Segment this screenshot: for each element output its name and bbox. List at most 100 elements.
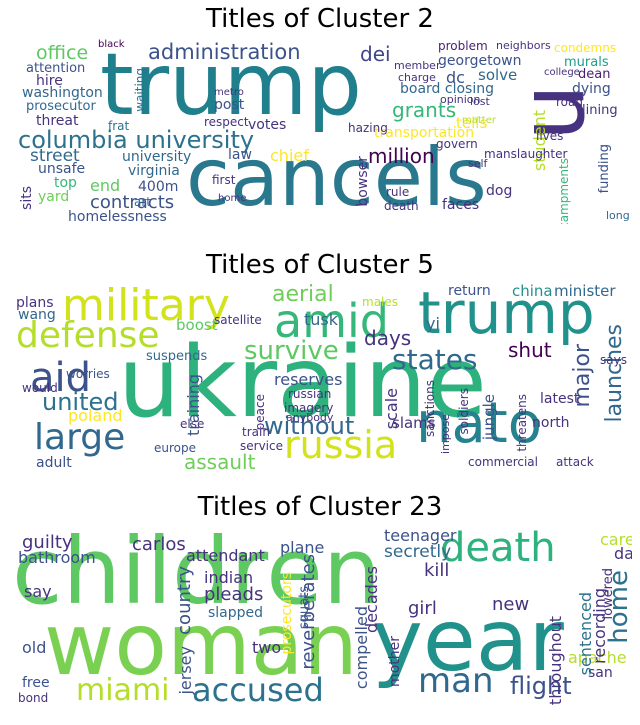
word-carlos: carlos — [132, 534, 186, 555]
word-charge: charge — [398, 71, 436, 84]
word-reserves: reserves — [274, 370, 343, 389]
word-hire: hire — [36, 73, 63, 89]
word-respect: respect — [204, 115, 249, 129]
word-else: else — [180, 417, 205, 431]
word-aerial: aerial — [272, 284, 334, 307]
word-self: self — [468, 157, 488, 170]
word-murals: murals — [564, 55, 609, 70]
word-columbia-university: columbia university — [18, 126, 255, 154]
word-teenager: teenager — [384, 526, 457, 545]
word-400m: 400m — [138, 179, 179, 195]
word-threatens: threatens — [515, 394, 529, 452]
word-yi: yi — [426, 314, 440, 333]
word-prosecutor: prosecutor — [26, 99, 96, 114]
word-kill: kill — [424, 560, 450, 581]
word-georgetown: georgetown — [438, 53, 522, 69]
word-tells: tells — [456, 114, 488, 132]
word-yard: yard — [38, 189, 70, 205]
word-tusk: tusk — [304, 310, 339, 329]
word-top: top — [54, 175, 77, 191]
word-neighbors: neighbors — [496, 39, 551, 52]
word-votes: votes — [248, 117, 287, 133]
word-unsafe: unsafe — [38, 161, 86, 177]
word-contracts: contracts — [90, 192, 175, 213]
word-russia: russia — [284, 423, 398, 467]
word-defense: defense — [16, 315, 160, 356]
word-say: say — [24, 582, 52, 601]
word-united: united — [42, 388, 119, 416]
word-slams: slams — [392, 414, 436, 432]
word-man: man — [418, 661, 494, 701]
word-rule: rule — [386, 185, 410, 199]
word-wang: wang — [18, 307, 56, 323]
word-death: death — [384, 199, 419, 213]
word-manslaughter: manslaughter — [484, 147, 568, 161]
word-art: art — [134, 195, 151, 209]
word-problem: problem — [438, 39, 488, 53]
word-imagery: imagery — [284, 401, 334, 415]
word-peace: peace — [253, 394, 267, 431]
word-new: new — [492, 594, 530, 615]
word-long: long — [606, 209, 630, 222]
word-condemns: condemns — [554, 41, 617, 55]
cluster-2-wordcloud: trump cancels u columbia university administ… — [8, 38, 632, 224]
word-survive: survive — [244, 336, 339, 366]
word-woman: woman — [44, 595, 358, 695]
word-washington: washington — [22, 85, 103, 101]
word-san: san — [588, 665, 613, 681]
word-service: service — [240, 439, 283, 453]
cluster-5-title: Titles of Cluster 5 — [206, 250, 434, 280]
word-funding: funding — [597, 144, 612, 194]
word-threat: threat — [36, 113, 79, 129]
word-accused: accused — [192, 671, 324, 709]
word-says: says — [600, 353, 627, 367]
word-military: military — [62, 284, 230, 331]
word-latest: latest — [540, 391, 580, 407]
word-return: return — [448, 284, 491, 299]
word-trump: trump — [418, 284, 595, 347]
word-office: office — [36, 42, 89, 64]
word-europe: europe — [154, 441, 196, 455]
cluster-2-title: Titles of Cluster 2 — [206, 4, 434, 34]
word-slapped: slapped — [208, 605, 264, 621]
word-home: home — [218, 193, 247, 204]
word-end: end — [90, 176, 121, 195]
word-shut: shut — [508, 338, 552, 362]
word-satellite: satellite — [214, 313, 262, 327]
word-train: train — [242, 425, 270, 439]
word-plane: plane — [280, 538, 325, 557]
word-frat: frat — [108, 119, 130, 133]
word-encampments: encampments — [557, 158, 571, 224]
word-million: million — [368, 144, 435, 168]
word-care: care — [600, 530, 632, 549]
word-minister: minister — [554, 284, 616, 300]
word-boost: boost — [176, 316, 218, 334]
word-anybody: anybody — [286, 411, 334, 424]
word-transportation: transportation — [374, 125, 475, 141]
word-suspends: suspends — [146, 349, 208, 364]
word-free: free — [22, 675, 50, 691]
word-impose: impose — [439, 414, 452, 454]
word-nato: nato — [416, 391, 543, 456]
word-bathroom: bathroom — [18, 548, 96, 567]
word-lives: lives — [536, 129, 564, 143]
word-year: year — [372, 591, 564, 691]
word-lowered: lowered — [601, 568, 616, 620]
word-old: old — [22, 638, 47, 657]
word-attendant: attendant — [186, 546, 265, 565]
word-soldiers: soldiers — [457, 388, 471, 435]
word-flight: flight — [510, 672, 572, 700]
word-miami: miami — [76, 673, 170, 708]
word-chief: chief — [270, 146, 309, 165]
cluster-23-title: Titles of Cluster 23 — [197, 492, 443, 522]
cluster-23-wordcloud: children woman year death man accused miami hom… — [8, 526, 632, 714]
word-dean: dean — [578, 67, 611, 82]
word-throughout: throughout — [546, 616, 565, 706]
word-china: china — [512, 284, 553, 300]
word-guilty: guilty — [22, 532, 73, 553]
word-jungle: jungle — [480, 394, 498, 441]
word-squats: squats — [297, 586, 312, 630]
word-black: black — [98, 39, 125, 50]
cluster-5-wordcloud: ukraine trump nato military defense amid large… — [8, 284, 632, 472]
word-apache: apache — [568, 648, 627, 667]
